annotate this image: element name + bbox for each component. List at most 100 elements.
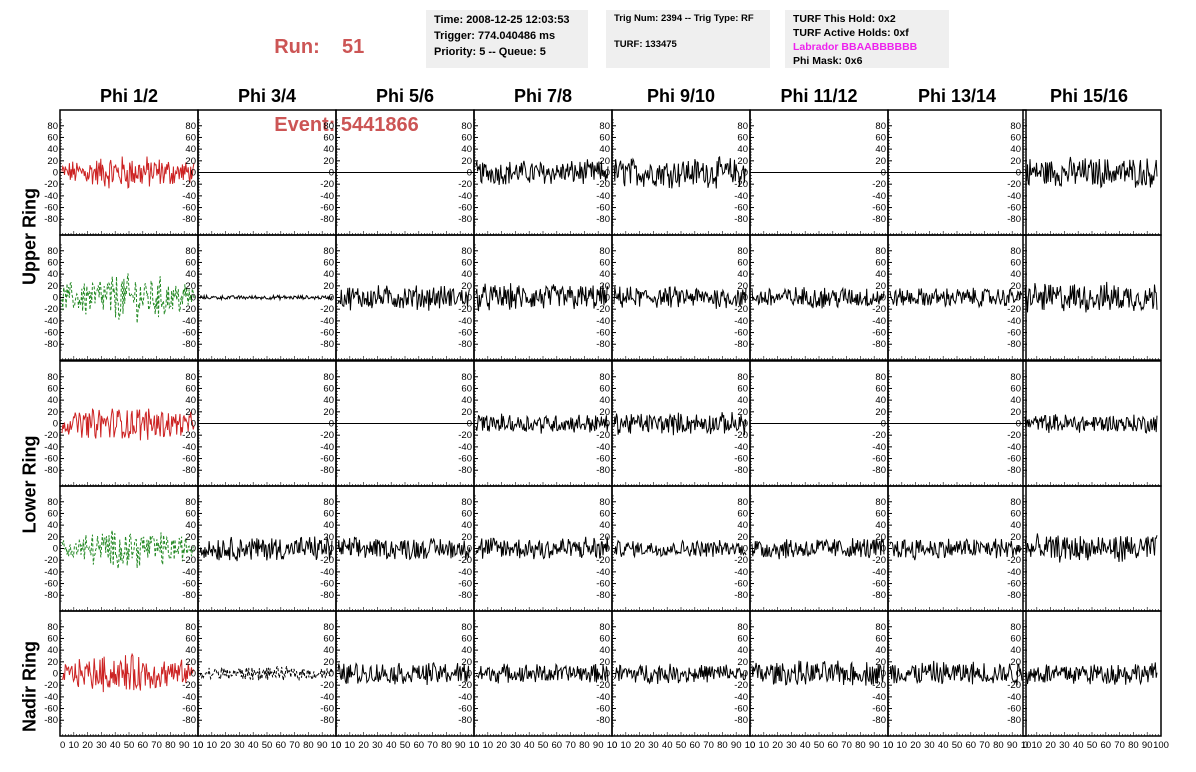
y-tick-label: -60 bbox=[182, 579, 196, 590]
waveform-trace bbox=[61, 273, 195, 324]
y-tick-label: 40 bbox=[323, 645, 334, 656]
y-tick-label: -60 bbox=[458, 704, 472, 715]
y-tick-label: -20 bbox=[320, 304, 334, 315]
y-tick-label: 80 bbox=[461, 497, 472, 508]
waveform-trace bbox=[199, 536, 333, 562]
y-tick-label: 20 bbox=[1010, 407, 1021, 418]
y-tick-label: 60 bbox=[875, 508, 886, 519]
cell-frame bbox=[1022, 485, 1162, 612]
time-text: Time: 2008-12-25 12:03:53 bbox=[434, 14, 570, 26]
y-tick-label: -80 bbox=[182, 339, 196, 350]
y-tick-label: 0 bbox=[605, 419, 610, 430]
y-tick-label: 60 bbox=[875, 383, 886, 394]
y-tick-label: 60 bbox=[185, 257, 196, 268]
x-tick-label: 30 bbox=[786, 740, 797, 751]
y-tick-label: -60 bbox=[320, 454, 334, 465]
x-tick-label: 20 bbox=[496, 740, 507, 751]
x-tick-label: 50 bbox=[262, 740, 273, 751]
y-tick-label: -40 bbox=[1007, 567, 1021, 578]
y-tick-label: -80 bbox=[596, 590, 610, 601]
x-tick-label: 50 bbox=[676, 740, 687, 751]
y-tick-label: 80 bbox=[1010, 372, 1021, 383]
y-tick-label: 0 bbox=[53, 168, 58, 179]
y-tick-label: 60 bbox=[599, 633, 610, 644]
y-tick-label: -40 bbox=[596, 692, 610, 703]
x-tick-label: 80 bbox=[579, 740, 590, 751]
y-tick-label: -20 bbox=[458, 555, 472, 566]
y-tick-label: -40 bbox=[872, 567, 886, 578]
y-tick-label: -40 bbox=[734, 442, 748, 453]
x-tick-label: 50 bbox=[952, 740, 963, 751]
col-label-6: Phi 11/12 bbox=[780, 86, 858, 106]
y-tick-label: -60 bbox=[44, 579, 58, 590]
y-tick-label: 80 bbox=[1010, 622, 1021, 633]
y-tick-label: 40 bbox=[185, 520, 196, 531]
cell-frame bbox=[473, 234, 613, 361]
x-tick-label: 30 bbox=[234, 740, 245, 751]
cell-frame bbox=[749, 485, 889, 612]
waveform-trace bbox=[475, 283, 609, 312]
y-tick-label: 40 bbox=[323, 269, 334, 280]
y-tick-label: -80 bbox=[734, 715, 748, 726]
cell-frame bbox=[473, 485, 613, 612]
y-tick-label: 0 bbox=[53, 293, 58, 304]
y-tick-label: -80 bbox=[182, 214, 196, 225]
labrador-text: Labrador BBAABBBBBB bbox=[793, 41, 918, 53]
x-tick-label: 20 bbox=[772, 740, 783, 751]
y-tick-label: -80 bbox=[1007, 339, 1021, 350]
y-tick-label: 80 bbox=[875, 246, 886, 257]
trigger-info-panel: Trig Num: 2394 -- Trig Type: RF TURF: 13… bbox=[606, 10, 770, 68]
y-tick-label: -60 bbox=[872, 579, 886, 590]
cell-frame bbox=[611, 234, 751, 361]
y-tick-label: 40 bbox=[875, 269, 886, 280]
y-tick-label: -20 bbox=[596, 304, 610, 315]
y-tick-label: 80 bbox=[461, 121, 472, 132]
y-tick-label: 40 bbox=[599, 645, 610, 656]
y-tick-label: 40 bbox=[323, 144, 334, 155]
y-tick-label: 0 bbox=[605, 544, 610, 555]
waveform-trace bbox=[613, 286, 747, 309]
y-tick-label: 60 bbox=[461, 508, 472, 519]
y-tick-label: 20 bbox=[323, 657, 334, 668]
x-tick-label: 0 bbox=[474, 740, 479, 751]
x-tick-label: 80 bbox=[1128, 740, 1139, 751]
x-tick-label: 30 bbox=[372, 740, 383, 751]
y-tick-label: -40 bbox=[596, 567, 610, 578]
y-tick-label: -40 bbox=[458, 692, 472, 703]
y-tick-label: 60 bbox=[185, 508, 196, 519]
waveform-trace bbox=[61, 530, 195, 569]
x-tick-label: 0 bbox=[198, 740, 203, 751]
y-tick-label: -40 bbox=[1007, 692, 1021, 703]
x-tick-label: 20 bbox=[82, 740, 93, 751]
y-tick-label: 0 bbox=[881, 544, 886, 555]
y-tick-label: -80 bbox=[44, 339, 58, 350]
y-tick-label: -80 bbox=[596, 465, 610, 476]
y-tick-label: 20 bbox=[599, 281, 610, 292]
y-tick-label: -40 bbox=[734, 567, 748, 578]
y-tick-label: 0 bbox=[743, 293, 748, 304]
col-label-3: Phi 5/6 bbox=[375, 86, 435, 106]
y-tick-label: -60 bbox=[44, 203, 58, 214]
event-line: Event: 5441866 bbox=[252, 86, 422, 164]
y-tick-label: 20 bbox=[737, 657, 748, 668]
y-tick-label: -60 bbox=[1007, 579, 1021, 590]
waveform-trace bbox=[613, 155, 747, 189]
y-tick-label: -60 bbox=[458, 454, 472, 465]
x-tick-label: 30 bbox=[924, 740, 935, 751]
x-tick-label: 90 bbox=[869, 740, 880, 751]
y-tick-label: 0 bbox=[605, 669, 610, 680]
y-tick-label: 20 bbox=[737, 407, 748, 418]
x-tick-label: 0 bbox=[888, 740, 893, 751]
y-tick-label: 40 bbox=[599, 269, 610, 280]
x-tick-label: 60 bbox=[276, 740, 287, 751]
